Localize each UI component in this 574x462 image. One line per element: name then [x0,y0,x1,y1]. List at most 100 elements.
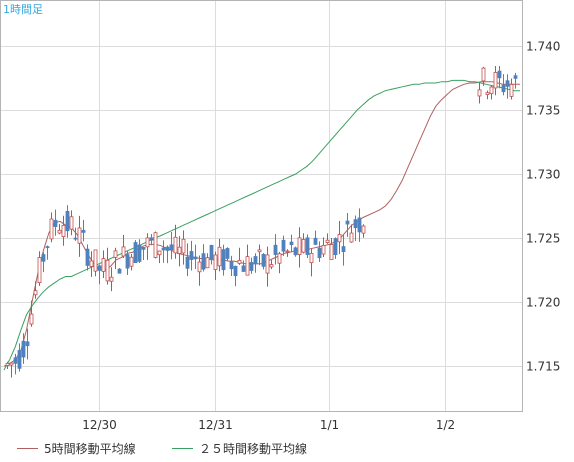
candle [73,227,78,241]
candle [97,264,102,285]
candle-down-body [25,341,30,347]
candle-down-body [261,253,266,267]
candle [217,238,222,272]
candle [293,246,298,257]
candle-up-body [217,246,222,267]
candle-up-body [257,249,262,253]
candle [277,251,282,274]
candle [201,244,206,272]
candle [33,281,38,299]
candle-up-body [61,224,66,237]
candle-up-body [277,253,282,264]
candle-up-body [101,258,106,272]
candle-up-body [337,234,342,243]
candle-up-body [121,246,126,257]
plot-frame [0,0,523,412]
candle [257,244,262,266]
candle-down-body [281,239,286,252]
candle [61,215,66,246]
candle-down-body [333,238,338,256]
candle [489,85,494,100]
candle-down-body [41,254,46,262]
candle [113,247,118,270]
candle [497,66,502,89]
candle [65,205,70,238]
candle [317,241,322,262]
chart-title: 1時間足 [3,3,43,16]
candle [145,233,150,260]
candle-down-body [133,242,138,264]
candle-down-body [117,268,122,274]
candle [177,236,182,267]
candle [89,251,94,277]
candle [265,246,270,287]
candle-down-body [13,357,18,364]
candle [289,234,294,253]
candle-down-body [345,220,350,225]
candle [77,215,82,257]
candle [273,234,278,265]
y-tick-label: 1.730 [526,168,560,182]
candle-up-body [265,254,270,274]
candle [41,252,46,273]
candle [13,353,18,375]
candle [237,247,242,265]
candle [105,247,110,285]
candle [285,249,290,257]
candle [153,231,158,259]
candle-down-body [229,261,234,270]
candle-down-body [125,254,130,269]
candle-up-body [113,250,118,258]
candle-down-body [501,84,506,93]
candle [501,74,506,96]
candle [117,268,122,274]
candle [269,260,274,270]
grid [1,1,522,411]
candle [225,247,230,261]
y-axis-ticks: 1.715 1.720 1.725 1.730 1.735 1.740 [526,40,560,374]
candle-up-body [297,237,302,256]
candle [297,227,302,268]
candle [69,210,74,236]
candle [249,257,254,274]
candle-down-body [497,70,502,79]
candle-down-body [21,340,26,358]
candle-up-body [205,257,210,269]
candle-up-body [9,362,14,366]
candle-up-body [157,250,162,256]
candle-down-body [357,217,362,233]
candle-down-body [193,256,198,260]
candle-up-body [509,83,514,97]
candle-up-body [493,72,498,89]
candle-up-body [197,261,202,273]
candle [137,239,142,263]
legend: 5時間移動平均線 ２５時間移動平均線 [17,441,307,456]
candle [493,65,498,96]
candle-down-body [201,253,206,270]
candle [189,240,194,271]
candle [21,333,26,364]
candle [165,245,170,264]
candle-down-body [137,244,142,262]
candle [9,362,14,378]
candle [509,78,514,100]
candle-up-body [105,259,110,282]
x-tick-label: 1/2 [436,418,455,432]
candle-down-body [161,247,166,251]
candle [185,243,190,277]
candle [125,250,130,276]
x-tick-label: 12/30 [82,418,117,432]
candle-up-body [485,92,490,95]
candle-up-body [245,256,250,276]
candle-down-body [273,244,278,255]
candle [85,244,90,271]
candle [321,237,326,258]
candle [209,244,214,265]
x-tick-label: 12/31 [198,418,233,432]
candle-up-body [145,237,150,248]
candle [141,247,146,261]
candle-down-body [241,265,246,272]
candle [481,66,486,86]
candle [357,208,362,242]
